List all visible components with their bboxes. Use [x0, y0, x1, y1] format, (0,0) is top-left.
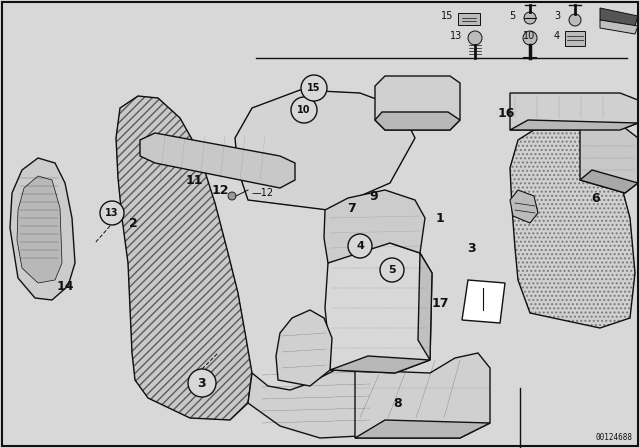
Polygon shape	[324, 190, 425, 263]
Circle shape	[524, 12, 536, 24]
Text: 17: 17	[431, 297, 449, 310]
Polygon shape	[10, 158, 75, 300]
Polygon shape	[116, 96, 252, 420]
Polygon shape	[325, 243, 432, 373]
Text: 5: 5	[388, 265, 396, 275]
Text: 3: 3	[198, 376, 206, 389]
Text: 1: 1	[436, 211, 444, 224]
Text: 6: 6	[592, 191, 600, 204]
Text: 15: 15	[307, 83, 321, 93]
Polygon shape	[17, 176, 62, 283]
Circle shape	[100, 201, 124, 225]
Polygon shape	[462, 280, 505, 323]
Polygon shape	[330, 356, 430, 373]
Polygon shape	[375, 112, 460, 130]
Text: 9: 9	[370, 190, 378, 202]
Polygon shape	[248, 368, 380, 438]
Text: 00124688: 00124688	[595, 433, 632, 442]
Text: 12: 12	[211, 184, 228, 197]
Circle shape	[188, 369, 216, 397]
Polygon shape	[375, 76, 460, 130]
Text: 2: 2	[129, 216, 138, 229]
Polygon shape	[140, 133, 295, 188]
Text: 15: 15	[440, 11, 453, 21]
Polygon shape	[355, 353, 490, 438]
Text: 16: 16	[497, 107, 515, 120]
Polygon shape	[276, 310, 332, 386]
FancyBboxPatch shape	[565, 31, 585, 46]
Polygon shape	[510, 93, 638, 130]
Text: 10: 10	[297, 105, 311, 115]
Circle shape	[468, 31, 482, 45]
FancyBboxPatch shape	[458, 13, 480, 25]
Circle shape	[291, 97, 317, 123]
Text: 13: 13	[450, 31, 462, 41]
Polygon shape	[418, 253, 432, 360]
Text: —12: —12	[252, 188, 274, 198]
Circle shape	[523, 31, 537, 45]
Polygon shape	[580, 128, 638, 193]
Polygon shape	[235, 90, 415, 210]
Circle shape	[301, 75, 327, 101]
Polygon shape	[355, 420, 490, 438]
Text: 7: 7	[348, 202, 356, 215]
Text: 13: 13	[105, 208, 119, 218]
Text: 5: 5	[509, 11, 515, 21]
Polygon shape	[600, 8, 638, 26]
Text: 14: 14	[56, 280, 74, 293]
Text: 3: 3	[554, 11, 560, 21]
Text: 10: 10	[523, 31, 535, 41]
Circle shape	[569, 14, 581, 26]
Polygon shape	[510, 190, 538, 223]
Text: 3: 3	[468, 241, 476, 254]
Text: 4: 4	[554, 31, 560, 41]
Polygon shape	[600, 20, 638, 34]
Polygon shape	[580, 170, 638, 193]
Polygon shape	[510, 123, 635, 328]
Circle shape	[228, 192, 236, 200]
Circle shape	[380, 258, 404, 282]
Text: 4: 4	[356, 241, 364, 251]
Text: 8: 8	[394, 396, 403, 409]
Text: 11: 11	[185, 173, 203, 186]
Circle shape	[348, 234, 372, 258]
Polygon shape	[510, 120, 638, 130]
